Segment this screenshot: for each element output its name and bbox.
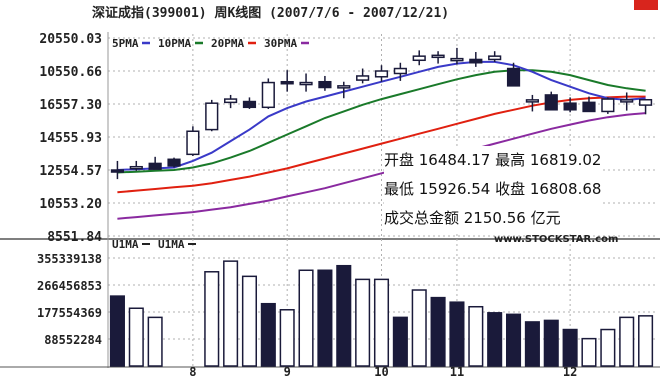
candle-down: [167, 158, 181, 167]
info-line-low-close: 最低 15926.54 收盘 16808.68: [384, 180, 602, 198]
candle-down: [110, 169, 125, 173]
volume-bar: [619, 316, 635, 367]
price-legend-label: 5PMA: [112, 37, 139, 50]
candle-down: [242, 100, 257, 109]
price-legend-label: 20PMA: [211, 37, 244, 50]
candle-up: [224, 98, 238, 104]
volume-bar: [109, 295, 125, 367]
volume-bar: [279, 309, 295, 367]
volume-legend-label: U1MA: [158, 238, 185, 251]
price-legend-label: 10PMA: [158, 37, 191, 50]
x-tick-label: 10: [374, 365, 388, 378]
candle-up: [356, 75, 370, 81]
candle-up: [261, 81, 275, 109]
candle-up: [488, 55, 502, 61]
volume-bar: [392, 316, 408, 367]
volume-bars: [109, 260, 654, 367]
x-tick-label: 8: [189, 365, 196, 378]
candle-up: [431, 54, 445, 59]
candle-down: [582, 101, 596, 113]
price-tick-label: 20550.03: [39, 32, 102, 47]
legends: 5PMA 10PMA 20PMA 30PMA U1MA U1MA: [112, 37, 309, 251]
volume-tick-label: 355339138: [37, 252, 102, 266]
candle-down: [469, 58, 483, 64]
volume-bar: [543, 319, 559, 367]
watermark: www.STOCKSTAR.com: [494, 234, 619, 245]
ma30-line: [117, 112, 646, 220]
candle-down: [148, 162, 162, 170]
candle-down: [506, 67, 521, 87]
candle-up: [601, 98, 615, 113]
price-tick-label: 14555.93: [39, 131, 102, 146]
candle-up: [412, 55, 426, 62]
volume-bar: [487, 312, 503, 367]
x-axis-labels: 8 9 10 11 12: [189, 365, 577, 379]
candle-up: [337, 85, 351, 89]
volume-bar: [373, 278, 390, 367]
volume-bar: [147, 316, 163, 367]
candle-up: [450, 57, 464, 62]
price-legend-label: 30PMA: [264, 37, 297, 50]
brand-logo: [634, 0, 658, 10]
volume-bar: [581, 337, 597, 367]
volume-tick-label: 88552284: [44, 333, 102, 347]
volume-bar: [430, 296, 446, 367]
x-tick-label: 12: [563, 365, 577, 378]
price-tick-label: 10550.66: [39, 65, 102, 80]
candle-up: [299, 81, 313, 86]
volume-tick-label: 177554369: [37, 306, 102, 320]
volume-bar: [468, 305, 484, 367]
volume-bar: [562, 328, 578, 367]
candle-up: [186, 130, 200, 156]
ma10-line: [117, 69, 646, 174]
candle-down: [544, 94, 558, 111]
info-box: 开盘 16484.17 最高 16819.02 最低 15926.54 收盘 1…: [384, 146, 602, 233]
chart-title: 深证成指(399001) 周K线图 (2007/7/6 - 2007/12/21…: [92, 6, 450, 21]
volume-bar: [505, 313, 522, 367]
volume-bar: [600, 328, 616, 367]
candle-up: [393, 67, 407, 75]
info-line-turnover: 成交总金额 2150.56 亿元: [384, 209, 561, 227]
price-tick-label: 16557.30: [39, 98, 102, 113]
volume-bar: [317, 269, 333, 367]
candle-down: [318, 80, 332, 89]
volume-bar: [260, 302, 276, 367]
y-axis-labels: 20550.03 10550.66 16557.30 14555.93 12554.57…: [37, 32, 102, 347]
volume-bar: [449, 301, 465, 367]
candle-down: [280, 80, 294, 85]
volume-legend-label: U1MA: [112, 238, 139, 251]
volume-tick-label: 266456853: [37, 279, 102, 293]
volume-bar: [223, 260, 239, 367]
candlesticks: [110, 47, 653, 180]
candle-up: [205, 102, 219, 131]
volume-bar: [336, 264, 352, 367]
info-line-open-high: 开盘 16484.17 最高 16819.02: [384, 151, 602, 169]
volume-bar: [128, 307, 144, 367]
volume-bar: [298, 269, 314, 367]
x-tick-label: 9: [284, 365, 291, 378]
volume-bar: [204, 271, 220, 367]
volume-bar: [411, 289, 427, 367]
candle-up: [374, 70, 389, 78]
price-tick-label: 12554.57: [39, 164, 102, 179]
candle-down: [563, 102, 577, 111]
volume-bar: [241, 275, 258, 367]
price-tick-label: 10553.20: [39, 197, 102, 212]
price-tick-label: 8551.84: [47, 230, 102, 245]
candle-up: [129, 165, 143, 170]
candle-up: [620, 99, 634, 103]
candle-up: [638, 98, 653, 106]
x-tick-label: 11: [450, 365, 464, 378]
volume-bar: [524, 321, 540, 367]
candle-up: [525, 99, 539, 103]
volume-bar: [355, 278, 371, 367]
volume-bar: [638, 315, 654, 367]
